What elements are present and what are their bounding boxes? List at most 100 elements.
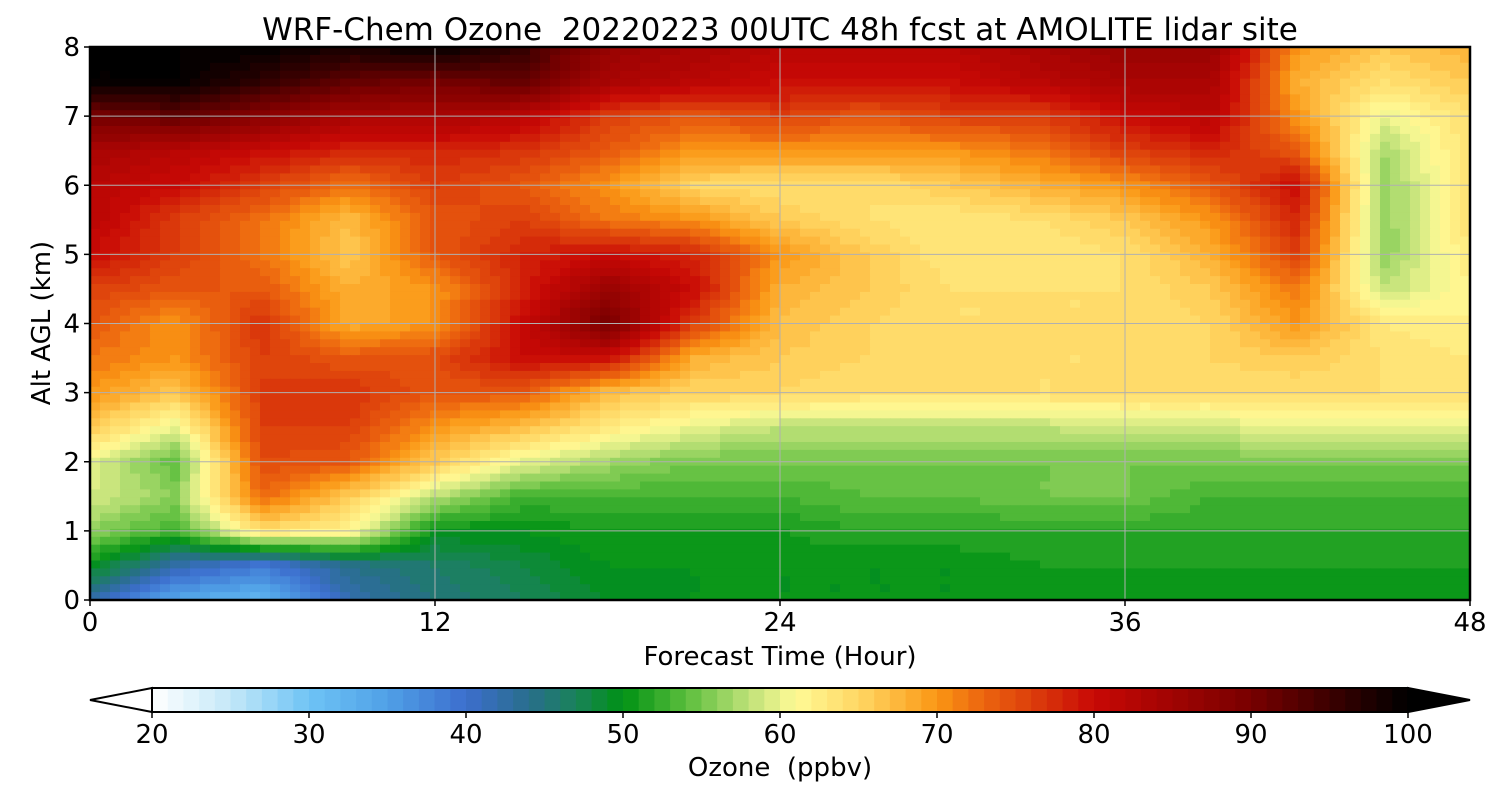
heatmap-cell (860, 236, 871, 246)
heatmap-cell (400, 110, 411, 119)
heatmap-cell (1360, 244, 1371, 253)
heatmap-cell (150, 236, 161, 246)
heatmap-cell (1270, 47, 1281, 56)
heatmap-cell (1370, 141, 1381, 151)
heatmap-cell (1270, 291, 1281, 301)
heatmap-cell (600, 220, 611, 230)
heatmap-cell (510, 149, 521, 159)
heatmap-cell (500, 276, 511, 285)
heatmap-cell (1390, 141, 1401, 151)
heatmap-cell (1110, 252, 1121, 261)
heatmap-cell (950, 205, 961, 214)
heatmap-cell (500, 252, 511, 261)
heatmap-cell (510, 291, 521, 301)
heatmap-cell (140, 165, 151, 174)
heatmap-cell (1140, 102, 1151, 111)
heatmap-cell (1380, 70, 1391, 80)
heatmap-cell (1310, 276, 1321, 285)
heatmap-cell (120, 220, 131, 230)
heatmap-cell (1250, 315, 1261, 325)
heatmap-cell (420, 284, 431, 293)
heatmap-cell (620, 86, 631, 95)
heatmap-cell (760, 205, 771, 214)
heatmap-cell (1000, 133, 1011, 143)
heatmap-cell (710, 54, 721, 64)
heatmap-cell (750, 149, 761, 159)
heatmap-cell (1180, 260, 1191, 269)
heatmap-cell (1370, 110, 1381, 119)
heatmap-cell (1240, 78, 1251, 88)
heatmap-cell (500, 189, 511, 198)
heatmap-cell (700, 165, 711, 174)
heatmap-cell (1450, 94, 1461, 103)
heatmap-cell (610, 212, 621, 222)
heatmap-cell (930, 102, 941, 111)
heatmap-cell (330, 197, 341, 206)
heatmap-cell (1460, 220, 1471, 230)
heatmap-cell (1350, 252, 1361, 261)
heatmap-cell (740, 205, 751, 214)
heatmap-cell (1030, 299, 1041, 309)
heatmap-cell (1240, 236, 1251, 246)
heatmap-cell (240, 94, 251, 103)
heatmap-cell (1200, 236, 1211, 246)
heatmap-cell (710, 110, 721, 119)
heatmap-cell (1160, 86, 1171, 95)
heatmap-cell (1270, 212, 1281, 222)
heatmap-cell (1010, 157, 1021, 167)
heatmap-cell (910, 205, 921, 214)
heatmap-cell (400, 252, 411, 261)
heatmap-cell (1030, 70, 1041, 80)
heatmap-cell (90, 102, 101, 111)
heatmap-cell (840, 54, 851, 64)
heatmap-cell (610, 94, 621, 103)
heatmap-cell (540, 268, 551, 277)
heatmap-cell (140, 133, 151, 143)
heatmap-cell (1100, 165, 1111, 174)
heatmap-cell (630, 323, 641, 332)
heatmap-cell (1250, 323, 1261, 332)
heatmap-cell (1250, 244, 1261, 253)
heatmap-cell (220, 323, 231, 332)
heatmap-cell (1070, 102, 1081, 111)
heatmap-cell (190, 141, 201, 151)
heatmap-cell (1440, 205, 1451, 214)
heatmap-cell (620, 244, 631, 253)
heatmap-cell (1110, 70, 1121, 80)
heatmap-cell (840, 149, 851, 159)
heatmap-cell (1180, 291, 1191, 301)
heatmap-cell (1080, 252, 1091, 261)
heatmap-cell (550, 212, 561, 222)
heatmap-cell (370, 228, 381, 238)
heatmap-cell (370, 62, 381, 72)
heatmap-cell (980, 220, 991, 230)
heatmap-cell (520, 102, 531, 111)
heatmap-cell (650, 291, 661, 301)
heatmap-cell (210, 141, 221, 151)
heatmap-cell (490, 260, 501, 269)
heatmap-cell (610, 284, 621, 293)
heatmap-cell (280, 244, 291, 253)
heatmap-cell (460, 133, 471, 143)
heatmap-cell (750, 157, 761, 167)
heatmap-cell (250, 228, 261, 238)
heatmap-cell (1040, 173, 1051, 182)
heatmap-cell (940, 47, 951, 56)
heatmap-cell (600, 252, 611, 261)
heatmap-cell (810, 126, 821, 135)
heatmap-cell (770, 118, 781, 127)
heatmap-cell (450, 173, 461, 182)
heatmap-cell (700, 307, 711, 317)
heatmap-cell (1100, 118, 1111, 127)
heatmap-cell (810, 110, 821, 119)
heatmap-cell (440, 78, 451, 88)
heatmap-cell (930, 70, 941, 80)
heatmap-cell (820, 315, 831, 325)
heatmap-cell (950, 268, 961, 277)
heatmap-cell (380, 141, 391, 151)
heatmap-cell (1380, 141, 1391, 151)
heatmap-cell (190, 331, 201, 340)
heatmap-cell (1050, 228, 1061, 238)
heatmap-cell (210, 165, 221, 174)
heatmap-cell (570, 118, 581, 127)
